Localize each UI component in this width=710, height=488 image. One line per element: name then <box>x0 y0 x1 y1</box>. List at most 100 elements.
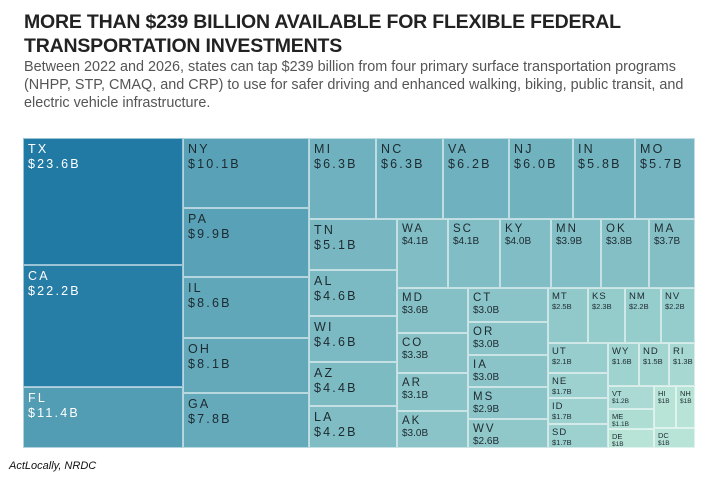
tile-value-label: $4.1B <box>402 236 429 247</box>
tile-value-label: $3.8B <box>606 236 633 247</box>
tile-value-label: $3.0B <box>473 372 500 383</box>
tile-state-label: NM <box>629 291 646 302</box>
treemap-tile-al: AL $4.6B <box>309 270 397 316</box>
tile-state-label: AL <box>314 274 334 288</box>
treemap-tile-ks: KS $2.3B <box>588 288 625 343</box>
treemap-tile-ny: NY $10.1B <box>183 138 309 208</box>
tile-value-label: $9.9B <box>188 227 232 241</box>
tile-value-label: $1.2B <box>612 398 629 405</box>
tile-state-label: MN <box>556 223 578 235</box>
tile-value-label: $6.3B <box>314 157 358 171</box>
treemap-tile-wv: WV $2.6B <box>468 419 548 448</box>
treemap-tile-az: AZ $4.4B <box>309 362 397 406</box>
treemap-tile-ga: GA $7.8B <box>183 393 309 448</box>
tile-state-label: CO <box>402 337 424 349</box>
tile-state-label: CT <box>473 292 493 304</box>
tile-state-label: AZ <box>314 366 335 380</box>
treemap-tile-ia: IA $3.0B <box>468 355 548 387</box>
tile-state-label: FL <box>28 391 47 405</box>
treemap-tile-tn: TN $5.1B <box>309 219 397 270</box>
tile-value-label: $1.1B <box>612 421 629 428</box>
tile-value-label: $3.9B <box>556 236 583 247</box>
treemap-tile-sd: SD $1.7B <box>548 424 608 448</box>
tile-value-label: $2.5B <box>552 302 572 311</box>
tile-value-label: $3.3B <box>402 350 429 361</box>
treemap-tile-or: OR $3.0B <box>468 322 548 355</box>
tile-state-label: VT <box>612 389 622 398</box>
tile-value-label: $3.6B <box>402 305 429 316</box>
tile-state-label: VA <box>448 142 469 156</box>
tile-state-label: WY <box>612 346 630 357</box>
treemap-tile-wa: WA $4.1B <box>397 219 448 288</box>
treemap-tile-vt: VT $1.2B <box>608 386 654 409</box>
tile-state-label: GA <box>188 397 211 411</box>
treemap-tile-sc: SC $4.1B <box>448 219 500 288</box>
tile-state-label: LA <box>314 410 334 424</box>
treemap-tile-ar: AR $3.1B <box>397 373 468 411</box>
treemap-tile-de: DE $1B <box>608 429 654 448</box>
tile-value-label: $23.6B <box>28 157 81 171</box>
tile-state-label: NY <box>188 142 210 156</box>
tile-value-label: $6.0B <box>514 157 558 171</box>
treemap-tile-nc: NC $6.3B <box>376 138 443 219</box>
tile-state-label: SD <box>552 427 568 438</box>
tile-state-label: IL <box>188 281 203 295</box>
tile-value-label: $2.2B <box>665 302 685 311</box>
treemap-tile-ut: UT $2.1B <box>548 343 608 373</box>
tile-state-label: NC <box>381 142 404 156</box>
treemap-tile-pa: PA $9.9B <box>183 208 309 277</box>
treemap-tile-ms: MS $2.9B <box>468 387 548 419</box>
tile-value-label: $5.8B <box>578 157 622 171</box>
tile-value-label: $4.0B <box>505 236 532 247</box>
treemap-tile-hi: HI $1B <box>654 386 676 428</box>
tile-state-label: HI <box>658 389 666 398</box>
tile-value-label: $1.7B <box>552 412 572 421</box>
tile-value-label: $3.1B <box>402 390 429 401</box>
treemap-tile-tx: TX $23.6B <box>23 138 183 265</box>
tile-value-label: $5.7B <box>640 157 684 171</box>
treemap-tile-nh: NH $1B <box>676 386 695 428</box>
tile-value-label: $4.1B <box>453 236 480 247</box>
tile-value-label: $4.6B <box>314 289 358 303</box>
tile-value-label: $10.1B <box>188 157 241 171</box>
tile-state-label: AR <box>402 377 422 389</box>
treemap-tile-la: LA $4.2B <box>309 406 397 448</box>
source-credit: ActLocally, NRDC <box>9 460 97 472</box>
tile-value-label: $22.2B <box>28 284 81 298</box>
tile-value-label: $1B <box>658 398 670 405</box>
tile-state-label: AK <box>402 415 422 427</box>
tile-state-label: IN <box>578 142 595 156</box>
tile-value-label: $2.1B <box>552 357 572 366</box>
tile-value-label: $4.2B <box>314 425 358 439</box>
tile-value-label: $1.7B <box>552 438 572 447</box>
treemap-tile-ct: CT $3.0B <box>468 288 548 322</box>
tile-state-label: OR <box>473 326 495 338</box>
treemap-tile-ma: MA $3.7B <box>649 219 695 288</box>
treemap-tile-va: VA $6.2B <box>443 138 509 219</box>
treemap-tile-me: ME $1.1B <box>608 409 654 429</box>
tile-state-label: MA <box>654 223 676 235</box>
tile-state-label: SC <box>453 223 473 235</box>
tile-value-label: $1.7B <box>552 387 572 396</box>
treemap-tile-id: ID $1.7B <box>548 398 608 424</box>
treemap-tile-md: MD $3.6B <box>397 288 468 333</box>
treemap-tile-ca: CA $22.2B <box>23 265 183 387</box>
treemap-tile-mn: MN $3.9B <box>551 219 601 288</box>
tile-state-label: DE <box>612 432 623 441</box>
tile-state-label: TX <box>28 142 49 156</box>
tile-state-label: NE <box>552 376 568 387</box>
tile-value-label: $3.7B <box>654 236 681 247</box>
treemap-tile-in: IN $5.8B <box>573 138 635 219</box>
tile-value-label: $6.2B <box>448 157 492 171</box>
tile-value-label: $6.3B <box>381 157 425 171</box>
tile-value-label: $8.1B <box>188 357 232 371</box>
treemap-tile-dc: DC $1B <box>654 428 695 448</box>
tile-state-label: TN <box>314 223 336 237</box>
tile-state-label: ND <box>643 346 659 357</box>
treemap-tile-nd: ND $1.5B <box>639 343 669 386</box>
tile-value-label: $1.5B <box>643 357 663 366</box>
tile-state-label: PA <box>188 212 209 226</box>
tile-value-label: $11.4B <box>28 406 80 420</box>
tile-value-label: $4.4B <box>314 381 358 395</box>
